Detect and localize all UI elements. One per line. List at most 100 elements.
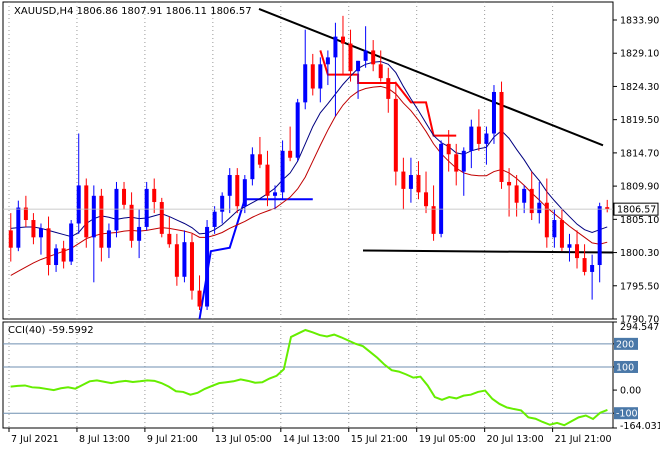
candle-body	[54, 248, 59, 266]
candle-body	[38, 228, 43, 238]
chart-title: XAUUSD,H4 1806.86 1807.91 1806.11 1806.5…	[14, 6, 252, 17]
descending-trend-line	[258, 7, 604, 147]
price-tick-label: 1805.10	[620, 215, 659, 226]
candle-body	[408, 175, 413, 189]
cci-tick-label: 0.00	[620, 386, 641, 397]
support-line	[362, 249, 614, 254]
candle-body	[84, 185, 89, 238]
candle-body	[273, 192, 278, 196]
candle-body	[491, 91, 496, 134]
candle-body	[106, 230, 111, 248]
time-tick-label: 20 Jul 13:00	[487, 434, 544, 445]
cci-level-tag	[614, 407, 638, 420]
candle-body	[522, 188, 527, 203]
candle-body	[431, 206, 436, 234]
cci-line	[10, 328, 608, 427]
cci-title: CCI(40) -59.5992	[8, 325, 94, 336]
candle-body	[303, 64, 308, 103]
time-tick-label: 13 Jul 05:00	[215, 434, 272, 445]
candle-body	[69, 223, 74, 262]
candle-body	[484, 133, 489, 144]
price-tick-label: 1800.30	[620, 248, 659, 259]
candle-body	[46, 228, 51, 266]
candle-body	[91, 195, 96, 238]
cci-level-tag	[614, 360, 638, 373]
current-price-label: 1806.57	[617, 205, 656, 216]
price-tick-label: 1809.90	[620, 182, 659, 193]
candle-body	[567, 244, 572, 248]
candle-body	[424, 192, 429, 207]
candle-body	[99, 195, 104, 248]
cci-tick-label: 200	[616, 339, 634, 350]
cci-grid	[3, 343, 613, 414]
time-tick-label: 9 Jul 21:00	[147, 434, 198, 445]
candle-body	[265, 164, 270, 196]
candle-body	[371, 50, 376, 65]
candle-body	[454, 154, 459, 172]
candle-body	[401, 171, 406, 189]
time-tick-label: 21 Jul 21:00	[555, 434, 612, 445]
candle-body	[310, 64, 315, 89]
fast-moving-average-line	[10, 61, 608, 238]
candle-body	[129, 204, 134, 241]
candle-body	[159, 202, 164, 234]
candle-body	[280, 150, 285, 193]
candle-body	[363, 50, 368, 61]
cci-tick-label: -164.0316	[620, 421, 660, 432]
price-tick-label: 1833.90	[620, 15, 659, 26]
candle-body	[31, 220, 36, 238]
candle-body	[114, 188, 119, 231]
candle-body	[552, 220, 557, 238]
candle-body	[597, 206, 602, 266]
time-axis: 7 Jul 2021 8 Jul 13:00 9 Jul 21:00 13 Jul 0…	[8, 428, 612, 445]
candle-body	[393, 98, 398, 172]
cci-plot-frame	[2, 321, 614, 429]
price-tick-label: 1795.50	[620, 281, 659, 292]
price-tick-label: 1824.30	[620, 82, 659, 93]
candle-body	[174, 244, 179, 277]
candle-body	[220, 195, 225, 212]
candle-body	[416, 175, 421, 193]
candle-body	[605, 207, 610, 210]
price-tick-label: 1790.70	[620, 315, 659, 326]
candle-body	[476, 126, 481, 144]
candle-body	[469, 126, 474, 151]
cci-level-tag	[614, 337, 638, 350]
candle-body	[152, 188, 157, 203]
candle-body	[544, 202, 549, 238]
candle-body	[23, 207, 28, 221]
cci-tick-label: 100	[616, 362, 634, 373]
candle-body	[205, 226, 210, 307]
cci-line-group	[10, 328, 608, 427]
candle-body	[529, 188, 534, 214]
candle-body	[340, 36, 345, 44]
main-plot-frame	[2, 1, 614, 320]
cci-tick-label: 294.5477	[620, 322, 660, 333]
candle-body	[212, 211, 217, 227]
candle-body	[61, 248, 66, 262]
cci-tick-label: -100	[616, 409, 638, 420]
candle-body	[575, 244, 580, 259]
candle-body	[8, 230, 13, 248]
time-tick-label: 15 Jul 21:00	[351, 434, 408, 445]
price-tick-label: 1829.10	[620, 49, 659, 60]
price-tick-label: 1819.50	[620, 115, 659, 126]
candle-body	[325, 57, 330, 65]
price-axis: 1833.90 1829.10 1824.30 1819.50 1814.70 1809.…	[613, 15, 659, 326]
candle-body	[257, 154, 262, 165]
candle-body	[499, 91, 504, 182]
candle-body	[446, 143, 451, 155]
candle-body	[76, 185, 81, 224]
time-tick-label: 19 Jul 05:00	[419, 434, 476, 445]
cci-axis: 294.5477 200 100 0.00 -100-164.0316	[613, 321, 660, 432]
time-tick-label: 14 Jul 13:00	[283, 434, 340, 445]
candle-body	[590, 265, 595, 272]
price-tick-label: 1814.70	[620, 148, 659, 159]
candle-body	[318, 64, 323, 89]
candle-body	[514, 185, 519, 203]
candle-body	[122, 188, 127, 205]
candle-body	[235, 175, 240, 207]
candle-body	[167, 233, 172, 245]
candle-body	[378, 64, 383, 79]
